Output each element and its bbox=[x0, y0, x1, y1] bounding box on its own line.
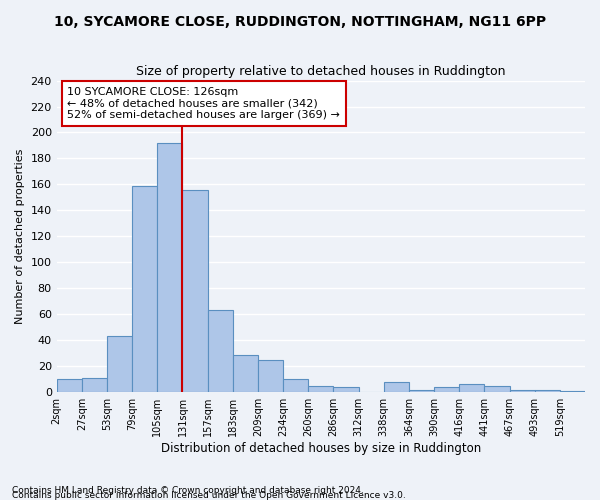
Y-axis label: Number of detached properties: Number of detached properties bbox=[15, 148, 25, 324]
Text: Contains public sector information licensed under the Open Government Licence v3: Contains public sector information licen… bbox=[12, 491, 406, 500]
X-axis label: Distribution of detached houses by size in Ruddington: Distribution of detached houses by size … bbox=[161, 442, 481, 455]
Bar bbox=[258, 360, 283, 392]
Text: Contains HM Land Registry data © Crown copyright and database right 2024.: Contains HM Land Registry data © Crown c… bbox=[12, 486, 364, 495]
Bar bbox=[308, 386, 334, 392]
Bar bbox=[182, 190, 208, 392]
Bar bbox=[233, 354, 258, 392]
Bar bbox=[560, 391, 585, 392]
Bar bbox=[283, 379, 308, 392]
Bar bbox=[82, 378, 107, 392]
Title: Size of property relative to detached houses in Ruddington: Size of property relative to detached ho… bbox=[136, 65, 506, 78]
Bar bbox=[157, 143, 182, 392]
Bar bbox=[409, 390, 434, 392]
Bar bbox=[208, 310, 233, 392]
Bar bbox=[56, 379, 82, 392]
Text: 10, SYCAMORE CLOSE, RUDDINGTON, NOTTINGHAM, NG11 6PP: 10, SYCAMORE CLOSE, RUDDINGTON, NOTTINGH… bbox=[54, 15, 546, 29]
Bar bbox=[334, 387, 359, 392]
Bar bbox=[509, 390, 535, 392]
Bar bbox=[434, 387, 459, 392]
Bar bbox=[384, 382, 409, 392]
Text: 10 SYCAMORE CLOSE: 126sqm
← 48% of detached houses are smaller (342)
52% of semi: 10 SYCAMORE CLOSE: 126sqm ← 48% of detac… bbox=[67, 87, 340, 120]
Bar bbox=[459, 384, 484, 392]
Bar bbox=[107, 336, 132, 392]
Bar bbox=[535, 390, 560, 392]
Bar bbox=[484, 386, 509, 392]
Bar bbox=[132, 186, 157, 392]
